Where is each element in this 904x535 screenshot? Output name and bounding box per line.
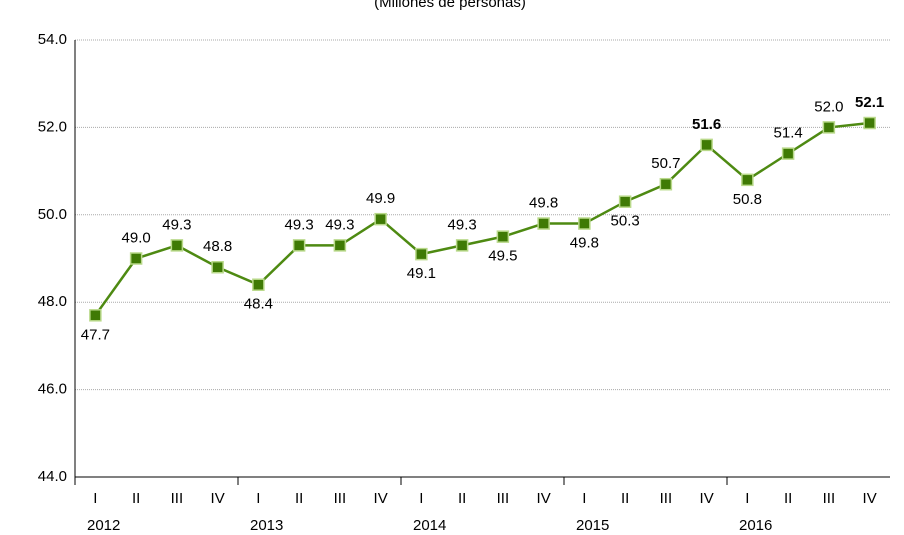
- data-point: [659, 177, 673, 191]
- x-tick-label: III: [823, 490, 836, 507]
- data-label: 51.6: [692, 116, 721, 133]
- x-tick-label: I: [256, 490, 260, 507]
- data-point: [741, 173, 754, 187]
- data-point: [333, 239, 347, 252]
- data-label: 52.0: [814, 98, 843, 115]
- x-tick-label: I: [419, 490, 423, 507]
- x-tick-label: IV: [863, 490, 877, 507]
- data-point: [170, 239, 184, 252]
- y-tick-label: 52.0: [38, 118, 67, 135]
- data-point: [292, 239, 306, 252]
- data-point: [537, 217, 550, 230]
- y-tick-label: 50.0: [38, 206, 67, 223]
- data-point: [618, 195, 632, 208]
- data-point: [415, 247, 428, 261]
- x-tick-label: III: [171, 490, 184, 507]
- data-point: [578, 217, 591, 230]
- x-tick-label: I: [582, 490, 586, 507]
- y-tick-label: 44.0: [38, 468, 67, 485]
- data-label: 52.1: [855, 94, 884, 111]
- x-tick-label: IV: [537, 490, 551, 507]
- data-label: 51.4: [774, 125, 803, 142]
- x-tick-label: II: [132, 490, 140, 507]
- data-point: [455, 239, 469, 252]
- data-label: 48.4: [244, 296, 273, 313]
- x-tick-label: III: [497, 490, 510, 507]
- data-point: [374, 212, 387, 226]
- chart-subtitle: (Millones de personas): [374, 0, 526, 11]
- data-point: [252, 278, 265, 291]
- x-tick-label: II: [784, 490, 792, 507]
- year-label: 2015: [576, 517, 609, 534]
- data-point: [89, 309, 102, 322]
- x-tick-label: I: [93, 490, 97, 507]
- data-label: 50.7: [651, 155, 680, 172]
- x-tick-label: IV: [700, 490, 714, 507]
- x-tick-label: IV: [374, 490, 388, 507]
- x-tick-label: II: [458, 490, 466, 507]
- data-point: [781, 147, 795, 160]
- year-label: 2012: [87, 517, 120, 534]
- data-label: 47.7: [81, 326, 110, 343]
- y-tick-label: 46.0: [38, 381, 67, 398]
- data-label: 50.3: [611, 213, 640, 230]
- year-label: 2013: [250, 517, 283, 534]
- data-label: 49.5: [488, 248, 517, 265]
- year-label: 2016: [739, 517, 772, 534]
- y-tick-label: 48.0: [38, 293, 67, 310]
- data-label: 49.1: [407, 265, 436, 282]
- data-point: [129, 252, 143, 265]
- data-label: 49.3: [162, 216, 191, 233]
- data-point: [863, 116, 876, 130]
- x-tick-label: III: [660, 490, 673, 507]
- x-tick-label: II: [621, 490, 629, 507]
- x-tick-label: II: [295, 490, 303, 507]
- data-point: [496, 230, 510, 243]
- data-label: 49.8: [570, 235, 599, 252]
- year-label: 2014: [413, 517, 446, 534]
- data-point: [822, 121, 836, 134]
- x-tick-label: I: [745, 490, 749, 507]
- data-point: [700, 138, 713, 152]
- data-label: 49.9: [366, 190, 395, 207]
- data-label: 49.8: [529, 195, 558, 212]
- series-line: [94, 121, 870, 317]
- x-tick-label: IV: [211, 490, 225, 507]
- data-label: 49.3: [325, 216, 354, 233]
- data-label: 48.8: [203, 238, 232, 255]
- data-label: 49.0: [122, 229, 151, 246]
- data-label: 49.3: [448, 216, 477, 233]
- data-label: 50.8: [733, 191, 762, 208]
- data-point: [211, 260, 224, 274]
- x-tick-label: III: [334, 490, 347, 507]
- y-tick-label: 54.0: [38, 31, 67, 48]
- data-label: 49.3: [285, 216, 314, 233]
